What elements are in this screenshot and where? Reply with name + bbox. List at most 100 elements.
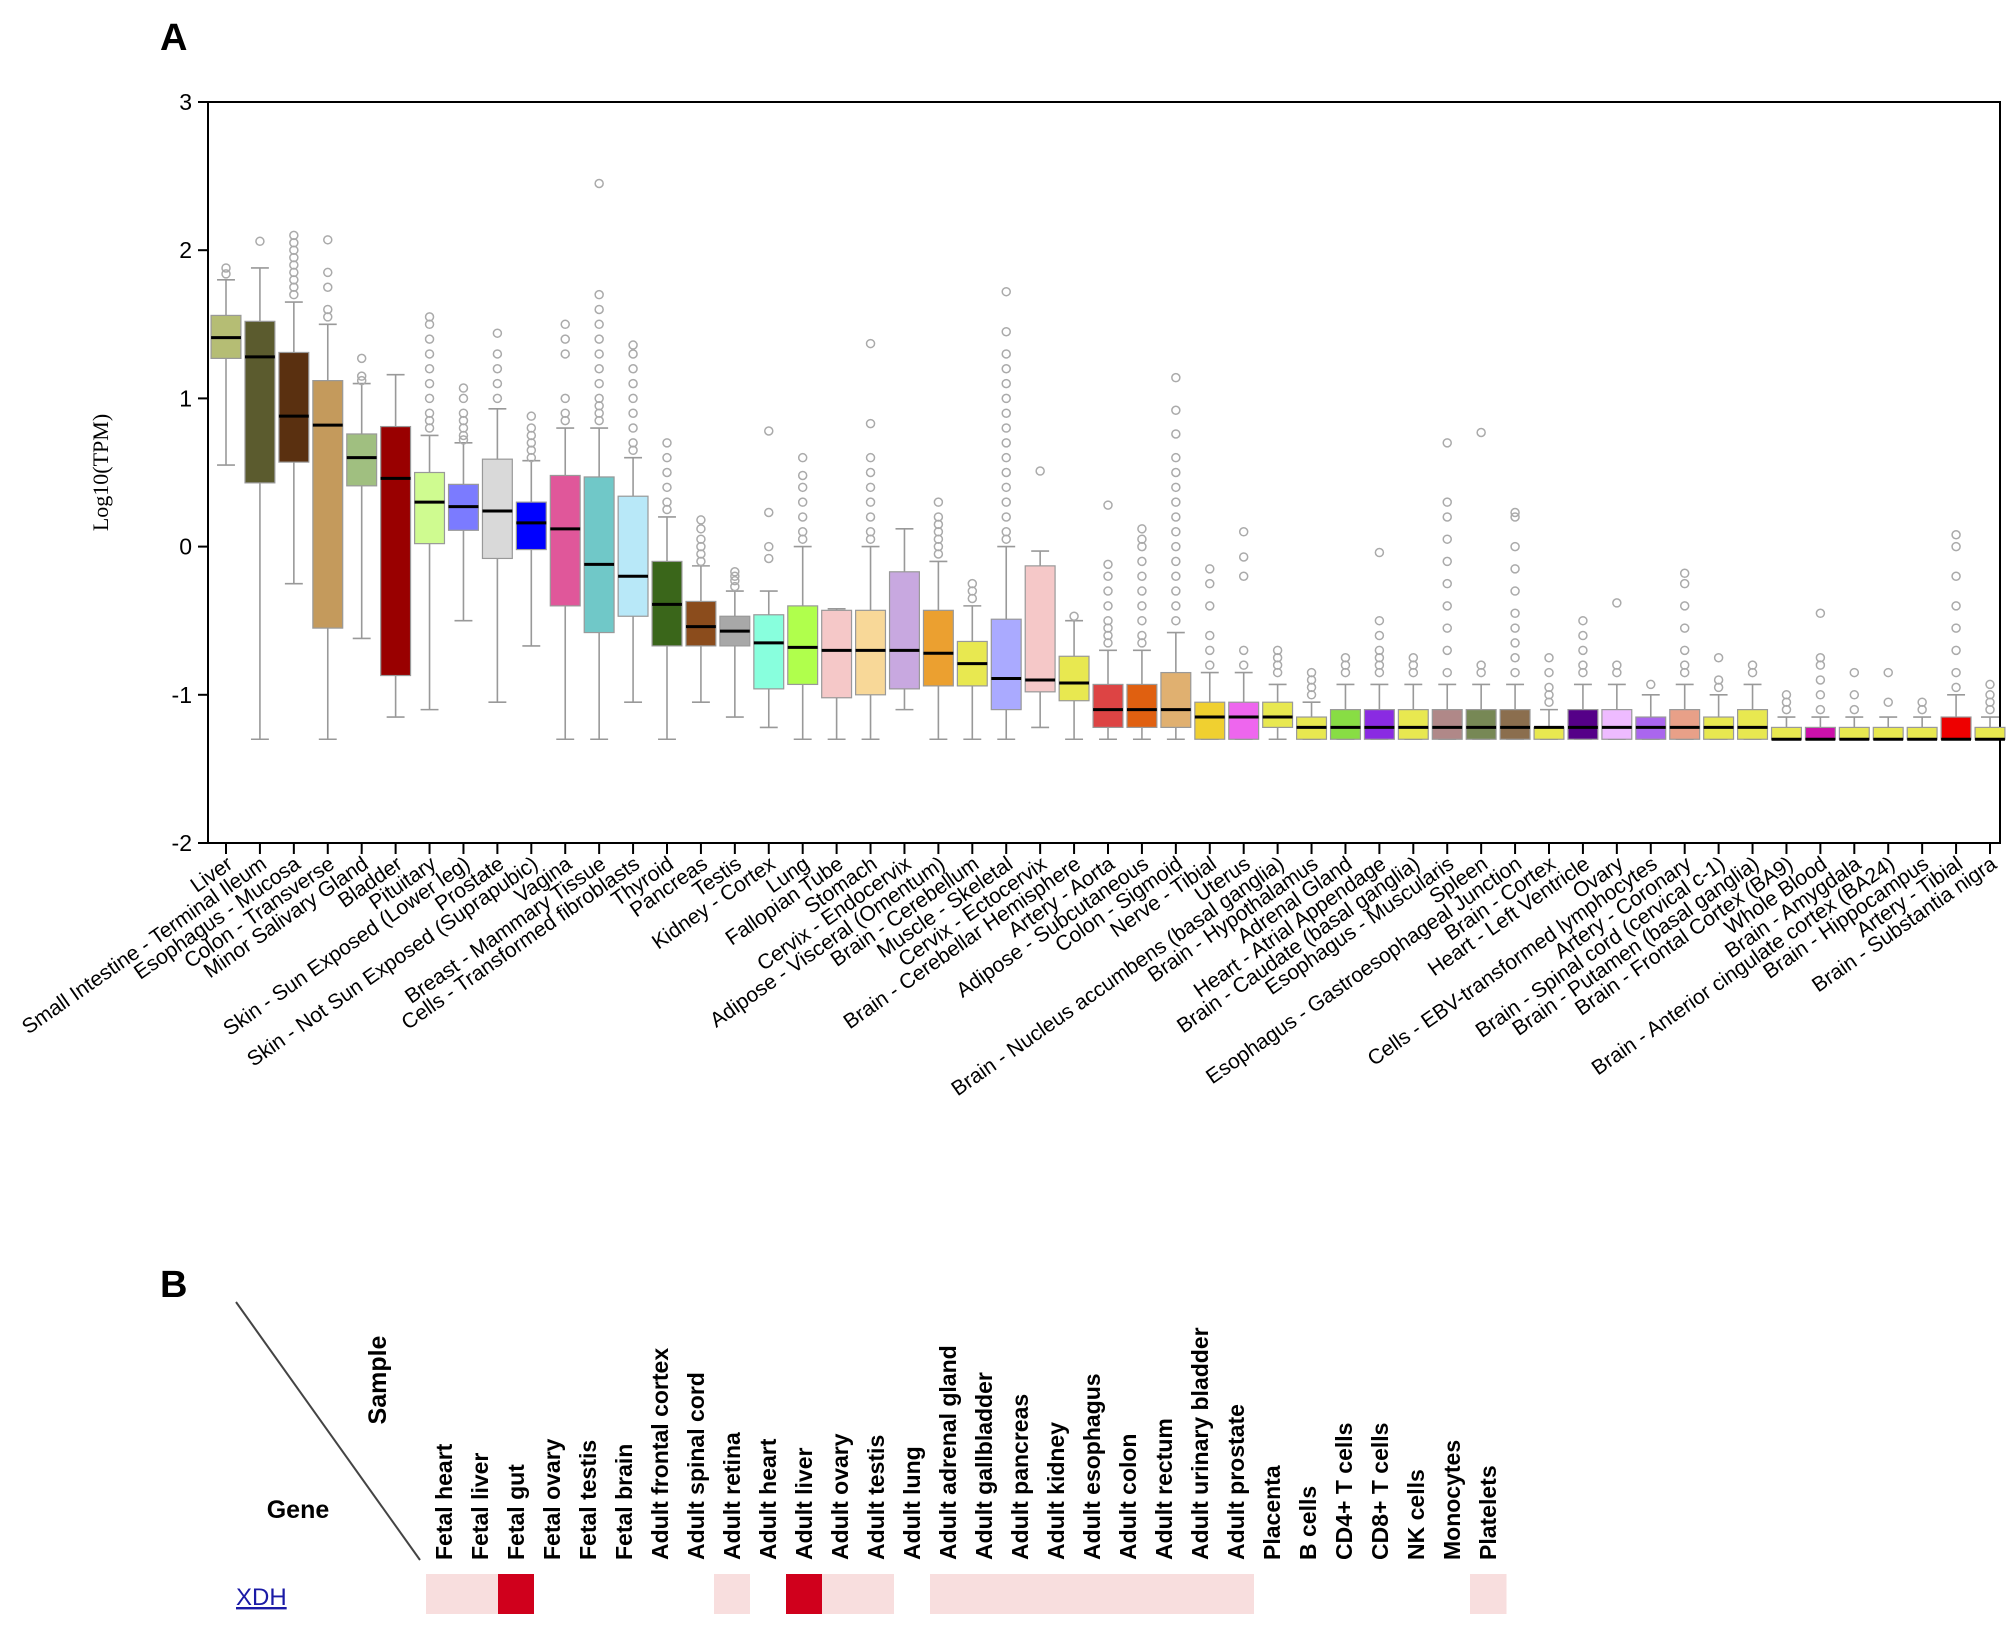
column-header: Fetal liver	[467, 1453, 493, 1560]
outlier-point	[1815, 608, 1826, 619]
box-body	[244, 320, 276, 484]
column-header: B cells	[1295, 1486, 1321, 1560]
heatmap-cell	[714, 1574, 751, 1614]
box-7	[447, 383, 479, 622]
outlier-point	[865, 467, 876, 478]
outlier-point	[1238, 660, 1249, 670]
outlier-point	[1171, 467, 1181, 478]
box-28	[1160, 372, 1192, 741]
column-header: Adult frontal cortex	[647, 1348, 673, 1560]
outlier-point	[1951, 529, 1961, 540]
heatmap-cell	[1074, 1574, 1111, 1614]
box-0	[210, 263, 242, 466]
box-body	[1974, 726, 2006, 740]
outlier-point	[865, 512, 876, 522]
heatmap-cell	[966, 1574, 1003, 1614]
y-tick-label: 3	[179, 89, 192, 115]
outlier-point	[560, 408, 570, 418]
box-body	[855, 609, 887, 696]
panel-a-label: A	[160, 17, 187, 59]
outlier-point	[696, 534, 706, 544]
outlier-point	[1137, 586, 1147, 596]
box-body	[1838, 726, 1870, 740]
gene-link[interactable]: XDH	[236, 1584, 287, 1611]
column-header: Adult spinal cord	[683, 1372, 709, 1560]
column-header: Adult kidney	[1043, 1422, 1069, 1560]
outlier-point	[356, 371, 367, 381]
outlier-point	[1951, 667, 1961, 678]
outlier-point	[1272, 645, 1283, 656]
outlier-point	[967, 578, 978, 589]
outlier-point	[1442, 534, 1452, 544]
box-26	[1092, 500, 1124, 741]
outlier-point	[1001, 393, 1011, 404]
outlier-point	[1646, 679, 1656, 690]
column-header: Fetal ovary	[539, 1438, 565, 1560]
outlier-point	[1374, 630, 1385, 641]
box-48	[1838, 667, 1870, 741]
sample-axis-label: Sample	[364, 1335, 392, 1424]
outlier-point	[1951, 571, 1961, 581]
outlier-point	[1171, 497, 1181, 507]
outlier-point	[1205, 601, 1215, 611]
outlier-point	[323, 282, 333, 292]
outlier-point	[1442, 623, 1452, 633]
column-header: Fetal testis	[575, 1440, 601, 1560]
outlier-point	[696, 524, 706, 534]
box-body	[380, 425, 412, 677]
outlier-point	[1849, 667, 1860, 678]
box-24	[1024, 466, 1056, 729]
box-body	[787, 605, 819, 686]
outlier-point	[696, 515, 706, 525]
outlier-point	[492, 393, 503, 404]
outlier-point	[865, 497, 876, 507]
outlier-point	[933, 512, 944, 522]
outlier-point	[865, 338, 876, 349]
box-body	[583, 476, 615, 634]
expression-heatmap: Sample Gene Fetal heart Fetal liver Fetal gu…	[235, 1301, 1507, 1614]
outlier-point	[594, 304, 604, 315]
outlier-point	[526, 411, 537, 421]
column-header: Adult colon	[1115, 1434, 1141, 1560]
box-46	[1770, 690, 1802, 741]
box-21	[922, 497, 954, 741]
outlier-point	[797, 482, 808, 493]
outlier-point	[730, 571, 740, 581]
outlier-point	[594, 319, 604, 330]
box-37	[1465, 427, 1497, 741]
outlier-point	[1171, 429, 1181, 439]
outlier-point	[492, 364, 503, 374]
outlier-point	[1001, 438, 1011, 448]
box-8	[481, 328, 513, 704]
box-body	[1770, 726, 1802, 740]
outlier-point	[1442, 438, 1452, 448]
box-body	[1465, 709, 1497, 740]
outlier-point	[1510, 638, 1520, 648]
column-header: Adult urinary bladder	[1187, 1327, 1213, 1560]
outlier-point	[560, 319, 570, 330]
outlier-point	[594, 334, 604, 344]
outlier-point	[1510, 564, 1520, 574]
heatmap-cell	[534, 1574, 571, 1614]
outlier-point	[1374, 615, 1385, 626]
outlier-point	[1171, 571, 1181, 581]
outlier-point	[560, 334, 570, 344]
outlier-point	[1374, 547, 1385, 558]
outlier-point	[1476, 660, 1486, 670]
outlier-point	[1781, 690, 1792, 700]
outlier-point	[1103, 559, 1113, 570]
box-body	[346, 433, 378, 487]
box-body	[1262, 701, 1294, 729]
box-20	[888, 528, 920, 711]
outlier-point	[628, 438, 638, 448]
box-16	[753, 426, 785, 729]
outlier-point	[1951, 601, 1961, 611]
box-36	[1431, 438, 1463, 741]
box-12	[617, 340, 649, 704]
outlier-point	[1238, 527, 1249, 537]
heatmap-cell	[1110, 1574, 1147, 1614]
outlier-point	[1205, 645, 1215, 656]
outlier-point	[594, 378, 604, 389]
box-49	[1872, 667, 1904, 741]
outlier-point	[865, 452, 876, 463]
